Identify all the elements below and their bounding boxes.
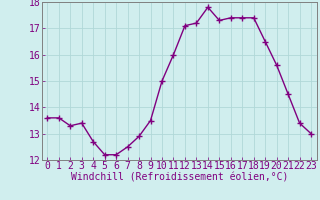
X-axis label: Windchill (Refroidissement éolien,°C): Windchill (Refroidissement éolien,°C) — [70, 173, 288, 183]
